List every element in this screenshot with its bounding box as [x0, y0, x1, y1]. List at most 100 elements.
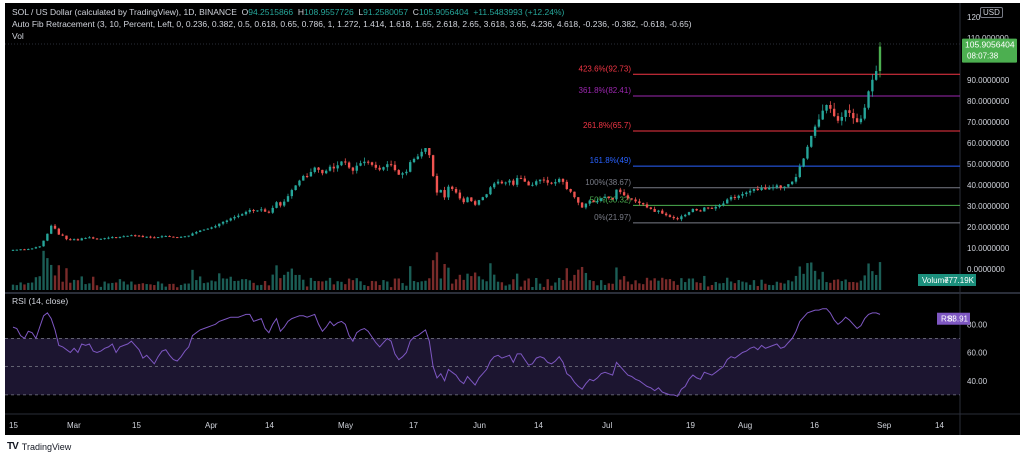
volume-bar [99, 286, 103, 290]
candle-body [240, 214, 244, 216]
volume-bar [355, 278, 358, 290]
candle-body [210, 227, 213, 229]
footer: TV TradingView [7, 441, 71, 452]
candle-body [787, 184, 790, 187]
price-axis-label: 0.0000000 [967, 265, 1005, 274]
volume-bar [836, 279, 840, 290]
volume-bar [336, 281, 339, 290]
candle-body [691, 208, 695, 213]
rsi-axis-label: 80.00 [967, 320, 988, 329]
candle-body [577, 197, 580, 203]
volume-bar [458, 274, 462, 290]
candle-body [817, 119, 821, 127]
time-axis-label: Jul [602, 421, 612, 430]
candle-body [355, 165, 358, 171]
candle-body [149, 236, 152, 238]
candle-body [489, 187, 492, 195]
volume-bar [210, 280, 213, 290]
volume-bar [649, 280, 653, 290]
candle-body [829, 104, 832, 109]
volume-bar [775, 281, 779, 290]
volume-bar [584, 272, 588, 290]
candle-body [565, 181, 568, 189]
volume-bar [569, 280, 572, 290]
volume-bar [225, 278, 229, 290]
fib-level-label: 261.8%(65.7) [583, 121, 631, 130]
candle-body [344, 161, 347, 163]
volume-bar [229, 276, 232, 290]
candle-body [195, 232, 198, 234]
candle-body [512, 180, 515, 185]
time-axis-label: 14 [534, 421, 543, 430]
volume-bar [65, 268, 68, 290]
candle-body [409, 162, 412, 172]
candle-body [810, 135, 813, 147]
volume-bar [344, 284, 347, 290]
volume-bar [821, 271, 824, 290]
price-axis-label: 50.0000000 [967, 160, 1010, 169]
volume-bar [840, 281, 843, 290]
volume-bar [844, 279, 847, 290]
volume-bar [122, 281, 125, 290]
volume-bar [745, 282, 748, 290]
candle-body [638, 201, 641, 204]
volume-bar [737, 280, 740, 290]
volume-bar [512, 279, 515, 290]
candle-body [619, 189, 622, 193]
volume-bar [286, 271, 290, 290]
volume-bar [214, 281, 217, 290]
volume-bar [684, 282, 687, 290]
volume-bar [409, 266, 412, 290]
candle-body [745, 192, 748, 195]
candle-body [535, 181, 538, 185]
volume-bar [11, 284, 15, 290]
volume-bar [470, 276, 473, 290]
volume-bar [787, 280, 790, 290]
volume-bar [687, 278, 691, 290]
volume-bar [279, 278, 282, 290]
candle-body [500, 181, 504, 184]
volume-bar [57, 265, 61, 290]
fib-indicator-legend[interactable]: Auto Fib Retracement (3, 10, Percent, Le… [12, 19, 692, 29]
volume-bar [412, 281, 416, 290]
candle-body [218, 223, 221, 227]
candle-body [573, 191, 576, 198]
time-axis-label: May [338, 421, 353, 430]
volume-bar [126, 284, 129, 290]
chart-frame[interactable]: 0.0000000 10.0000000 20.0000000 30.0000000 4… [5, 3, 1020, 435]
time-axis-label: Sep [877, 421, 892, 430]
candle-body [458, 192, 462, 199]
candle-body [340, 161, 343, 166]
volume-bar [145, 284, 148, 290]
volume-badge [918, 274, 976, 286]
candle-body [137, 235, 141, 237]
candle-body [451, 186, 454, 189]
candle-body [668, 215, 672, 217]
rsi-line [12, 308, 881, 397]
candle-body [832, 108, 836, 117]
volume-bar [832, 279, 836, 290]
volume-bar [630, 284, 633, 290]
volume-bar [817, 279, 821, 290]
volume-indicator-legend[interactable]: Vol [12, 31, 24, 41]
candle-body [172, 236, 175, 238]
volume-bar [871, 271, 874, 290]
rsi-indicator-legend[interactable]: RSI (14, close) [12, 296, 69, 306]
symbol-title: SOL / US Dollar (calculated by TradingVi… [12, 7, 237, 17]
price-axis-label: 120 [967, 13, 981, 22]
open-value: 94.2515866 [248, 7, 294, 17]
volume-bar [19, 282, 22, 290]
price-chart[interactable]: 0.0000000 10.0000000 20.0000000 30.0000000 4… [5, 3, 1020, 435]
candle-body [298, 180, 301, 186]
candle-body [821, 110, 824, 120]
volume-bar [760, 279, 763, 290]
volume-bar [798, 266, 801, 290]
candle-body [695, 208, 698, 211]
volume-bar [118, 279, 122, 290]
volume-bar [466, 273, 469, 290]
volume-bar [179, 284, 183, 290]
candle-body [378, 167, 381, 170]
currency-badge[interactable]: USD [980, 7, 1003, 18]
candle-body [15, 249, 19, 251]
candle-body [374, 164, 378, 168]
